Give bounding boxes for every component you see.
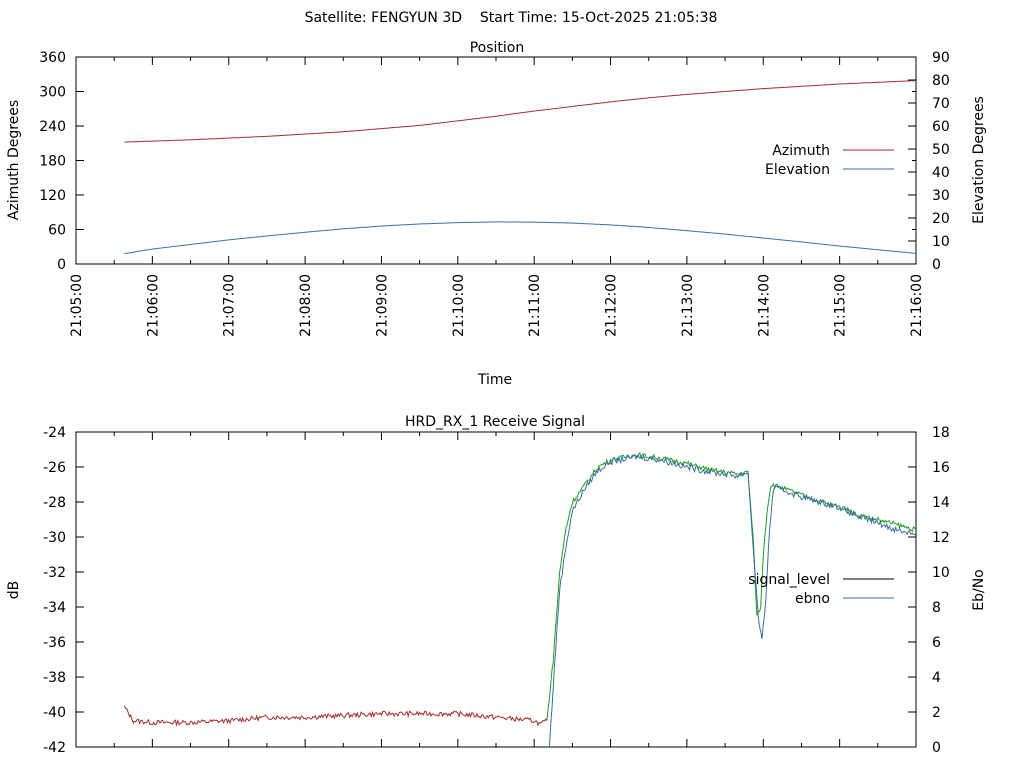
y-tick-label: 60 [48,223,66,239]
y2-tick-label: 14 [932,495,950,511]
legend-label: Azimuth [772,143,830,159]
y-tick-label: 180 [39,154,66,170]
x-tick-label: 21:09:00 [374,274,390,337]
y2-tick-label: 4 [932,670,941,686]
position-chart-title: Position [470,40,525,56]
y2-tick-label: 50 [932,142,950,158]
y-tick-label: -40 [43,705,66,721]
x-tick-label: 21:08:00 [298,274,314,337]
y-tick-label: 240 [39,119,66,135]
y2-tick-label: 0 [932,257,941,273]
y-tick-label: 120 [39,188,66,204]
position-x-axis-label: Time [477,372,512,388]
y2-tick-label: 60 [932,119,950,135]
y2-tick-label: 16 [932,460,950,476]
position-chart: Position 0 60 120 180 240 300 360 0 10 20 30 40 50 6… [6,40,987,388]
receive-signal-y-axis-label: dB [6,581,22,600]
legend-label: signal_level [748,572,830,588]
series-line-elevation [124,221,917,255]
position-y-axis: 0 60 120 180 240 300 360 [39,50,916,273]
receive-signal-chart-title: HRD_RX_1 Receive Signal [405,414,585,430]
x-tick-label: 21:14:00 [756,274,772,337]
y2-tick-label: 12 [932,530,950,546]
y2-tick-label: 18 [932,425,950,441]
receive-signal-y2-axis-label: Eb/No [971,569,987,611]
y-tick-label: -42 [43,740,66,756]
y2-tick-label: 10 [932,565,950,581]
receive-signal-series [123,452,917,748]
y-tick-label: -36 [43,635,66,651]
receive-signal-chart: HRD_RX_1 Receive Signal -42-40-38-36-34-… [6,414,987,756]
x-tick-label: 21:12:00 [604,274,620,337]
y-tick-label: -28 [43,495,66,511]
receive-signal-y-axis: -42 -40 -38 -36 -34 -32 -30 -28 -26 -24 [43,425,916,756]
series-line-ebno [549,453,917,748]
y2-tick-label: 6 [932,635,941,651]
y2-tick-label: 20 [932,211,950,227]
y2-tick-label: 2 [932,705,941,721]
x-tick-label: 21:05:00 [69,274,85,337]
series-line-azimuth [124,80,916,143]
position-series [124,80,917,255]
y2-tick-label: 10 [932,234,950,250]
position-plot-frame [75,56,917,265]
y-tick-label: -30 [43,530,66,546]
legend-label: ebno [795,591,830,607]
receive-signal-y2-axis: 0 2 4 6 8 10 12 14 16 18 [908,425,950,756]
x-tick-label: 21:16:00 [909,274,925,337]
y2-tick-label: 70 [932,96,950,112]
y2-tick-label: 40 [932,165,950,181]
receive-signal-x-axis [75,432,917,747]
y-tick-label: 0 [57,257,66,273]
x-tick-label: 21:13:00 [680,274,696,337]
header-title: Satellite: FENGYUN 3D Start Time: 15-Oct… [305,10,718,26]
x-tick-label: 21:06:00 [145,274,161,337]
series-line-signal-level-good [546,452,917,721]
x-tick-label: 21:11:00 [527,274,543,337]
x-tick-label: 21:10:00 [451,274,467,337]
y2-tick-label: 80 [932,73,950,89]
y-tick-label: -32 [43,565,66,581]
y-tick-label: 360 [39,50,66,66]
y2-tick-label: 0 [932,740,941,756]
position-y2-axis: 0 10 20 30 40 50 60 70 80 90 [908,50,950,273]
position-y-axis-label: Azimuth Degrees [6,100,22,220]
series-line-signal-level [123,705,548,727]
position-legend: Azimuth Elevation [765,143,894,178]
y-tick-label: -24 [43,425,66,441]
position-x-axis: 21:05:00 21:06:00 21:07:00 21:08:00 21:09:00… [69,57,925,337]
legend-label: Elevation [765,162,830,178]
y-tick-label: -38 [43,670,66,686]
x-tick-label: 21:15:00 [833,274,849,337]
y2-tick-label: 90 [932,50,950,66]
y-tick-label: -34 [43,600,66,616]
y2-tick-label: 8 [932,600,941,616]
y-tick-label: 300 [39,85,66,101]
receive-signal-plot-frame [75,431,917,748]
position-y2-axis-label: Elevation Degrees [971,96,987,224]
y-tick-label: -26 [43,460,66,476]
x-tick-label: 21:07:00 [222,274,238,337]
y2-tick-label: 30 [932,188,950,204]
